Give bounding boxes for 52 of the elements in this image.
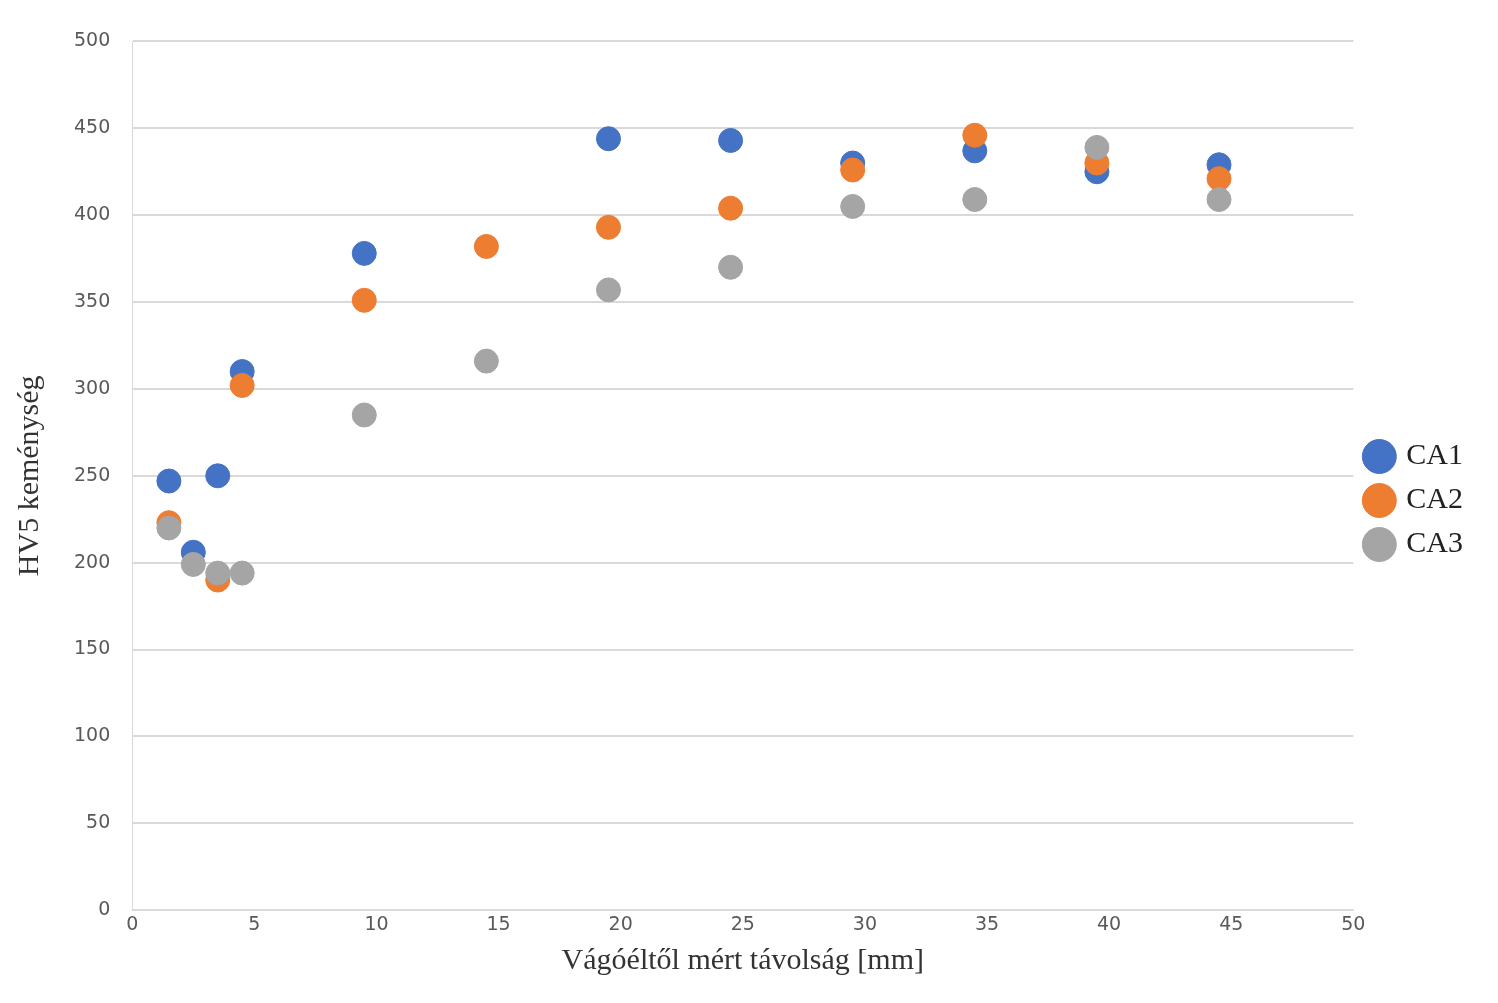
x-tick-label: 20 bbox=[608, 911, 633, 934]
x-tick-label: 40 bbox=[1097, 911, 1122, 934]
point bbox=[351, 402, 377, 428]
point bbox=[595, 214, 621, 240]
x-tick-label: 25 bbox=[730, 911, 755, 934]
x-tick-label: 15 bbox=[486, 911, 511, 934]
point bbox=[351, 240, 377, 266]
y-tick-label: 450 bbox=[74, 115, 111, 138]
point bbox=[962, 187, 988, 213]
legend-label: CA2 bbox=[1406, 481, 1464, 515]
point bbox=[840, 193, 866, 219]
y-tick-label: 100 bbox=[74, 723, 111, 746]
point bbox=[229, 372, 255, 398]
y-tick-label: 400 bbox=[74, 202, 111, 225]
point bbox=[205, 463, 231, 489]
point bbox=[718, 254, 744, 280]
legend-label: CA3 bbox=[1406, 525, 1464, 559]
point bbox=[229, 560, 255, 586]
point bbox=[840, 157, 866, 183]
legend-label: CA1 bbox=[1406, 437, 1464, 471]
point bbox=[1206, 187, 1232, 213]
y-tick-label: 0 bbox=[98, 897, 111, 920]
y-tick-label: 500 bbox=[74, 28, 111, 51]
point bbox=[1084, 134, 1110, 160]
point bbox=[156, 468, 182, 494]
point bbox=[718, 195, 744, 221]
point bbox=[595, 126, 621, 152]
point bbox=[962, 122, 988, 148]
point bbox=[156, 515, 182, 541]
x-axis-title: Vágóéltől mért távolság [mm] bbox=[561, 941, 924, 975]
y-tick-label: 350 bbox=[74, 288, 111, 311]
point bbox=[473, 348, 499, 374]
x-tick-label: 50 bbox=[1341, 911, 1366, 934]
x-tick-label: 30 bbox=[852, 911, 877, 934]
y-tick-label: 50 bbox=[86, 810, 111, 833]
point bbox=[180, 551, 206, 577]
y-axis-title: HV5 keménység bbox=[10, 375, 44, 577]
point bbox=[595, 277, 621, 303]
y-tick-label: 250 bbox=[74, 462, 111, 485]
point bbox=[718, 127, 744, 153]
point bbox=[351, 287, 377, 313]
x-tick-label: 5 bbox=[248, 911, 261, 934]
x-tick-label: 45 bbox=[1219, 911, 1244, 934]
y-tick-label: 150 bbox=[74, 636, 111, 659]
point bbox=[1206, 166, 1232, 192]
x-tick-label: 10 bbox=[364, 911, 389, 934]
y-tick-label: 300 bbox=[74, 375, 111, 398]
x-tick-label: 35 bbox=[974, 911, 1000, 934]
point bbox=[205, 560, 231, 586]
point bbox=[473, 233, 499, 259]
x-tick-label: 0 bbox=[126, 911, 139, 934]
y-tick-label: 200 bbox=[74, 549, 111, 572]
